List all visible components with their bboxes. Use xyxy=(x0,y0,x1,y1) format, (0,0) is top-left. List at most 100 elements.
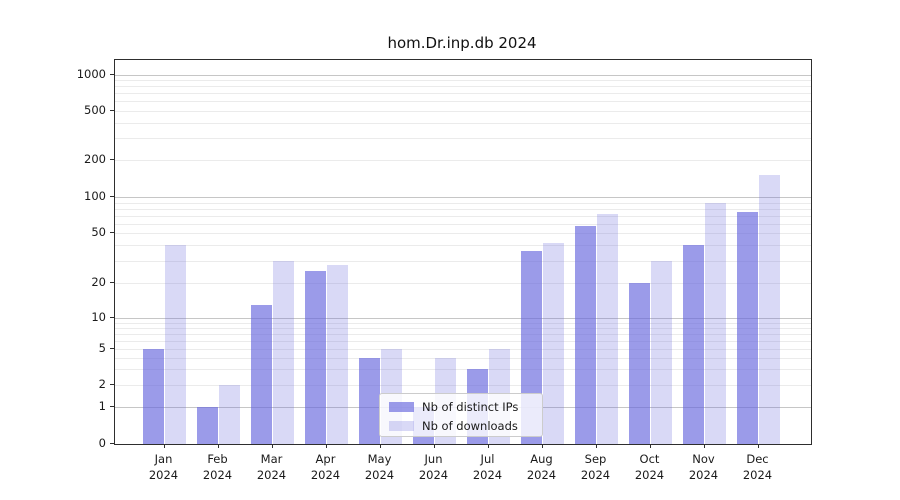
x-tick-mark xyxy=(487,444,489,448)
gridline xyxy=(115,197,811,198)
bar-sep-distinct-ips xyxy=(574,226,597,444)
y-tick-label: 1000 xyxy=(76,66,106,81)
bar-apr-distinct-ips xyxy=(304,270,327,444)
x-tick-label-dec: Dec 2024 xyxy=(742,452,773,482)
gridline xyxy=(115,260,811,262)
x-tick-label-may: May 2024 xyxy=(364,452,395,482)
x-tick-label-nov: Nov 2024 xyxy=(688,452,719,482)
gridline xyxy=(115,318,811,319)
gridline xyxy=(115,86,811,88)
y-tick-mark xyxy=(109,406,114,407)
legend-item-downloads: Nb of downloads xyxy=(380,416,542,435)
y-tick-mark xyxy=(109,317,114,318)
bar-feb-distinct-ips xyxy=(196,407,219,444)
x-tick-label-apr: Apr 2024 xyxy=(310,452,341,482)
gridline xyxy=(115,202,811,204)
gridline xyxy=(115,245,811,247)
bar-apr-downloads xyxy=(326,264,349,444)
bar-feb-downloads xyxy=(218,385,241,444)
y-tick-mark xyxy=(109,443,114,444)
y-tick-label: 20 xyxy=(91,275,106,289)
y-tick-mark xyxy=(109,159,114,160)
y-tick-label: 500 xyxy=(84,103,106,117)
y-tick-label: 2 xyxy=(98,377,106,391)
legend-label-distinct-ips: Nb of distinct IPs xyxy=(422,399,519,414)
y-tick-mark xyxy=(109,196,114,197)
y-tick-mark xyxy=(109,73,114,75)
x-tick-mark xyxy=(433,444,435,448)
bar-dec-distinct-ips xyxy=(736,211,759,444)
y-tick-mark xyxy=(109,282,114,283)
gridline xyxy=(115,322,811,324)
y-tick-label: 50 xyxy=(91,225,106,239)
gridline xyxy=(115,357,811,359)
x-tick-mark xyxy=(541,444,543,448)
y-tick-label: 10 xyxy=(91,310,106,324)
x-tick-label-feb: Feb 2024 xyxy=(202,452,233,482)
x-tick-mark xyxy=(217,444,219,448)
x-tick-label-jul: Jul 2024 xyxy=(472,452,503,482)
x-tick-mark xyxy=(163,444,165,448)
x-tick-mark xyxy=(757,444,759,448)
plot-area xyxy=(114,59,812,445)
gridline xyxy=(115,208,811,210)
x-tick-mark xyxy=(649,444,651,448)
y-tick-mark xyxy=(109,348,114,349)
gridline xyxy=(115,122,811,124)
gridline xyxy=(115,283,811,284)
x-tick-mark xyxy=(325,444,327,448)
bar-jan-distinct-ips xyxy=(142,349,165,444)
y-tick-mark xyxy=(109,232,114,233)
x-tick-label-jan: Jan 2024 xyxy=(148,452,179,482)
y-tick-label: 0 xyxy=(98,436,106,450)
legend-swatch-distinct-ips-icon xyxy=(389,401,414,412)
x-tick-mark xyxy=(595,444,597,448)
y-tick-label: 1 xyxy=(98,399,106,413)
bar-nov-distinct-ips xyxy=(682,245,705,444)
gridline xyxy=(115,74,811,76)
x-tick-mark xyxy=(379,444,381,448)
x-tick-label-sep: Sep 2024 xyxy=(580,452,611,482)
bar-sep-downloads xyxy=(596,214,619,444)
gridline xyxy=(115,101,811,103)
gridline xyxy=(115,369,811,371)
bar-nov-downloads xyxy=(704,202,727,444)
y-tick-mark xyxy=(109,384,114,385)
bar-oct-distinct-ips xyxy=(628,283,651,444)
bar-may-distinct-ips xyxy=(358,357,381,444)
gridline xyxy=(115,223,811,225)
y-tick-label: 5 xyxy=(98,341,106,355)
legend-label-downloads: Nb of downloads xyxy=(422,418,518,433)
x-tick-label-aug: Aug 2024 xyxy=(526,452,557,482)
legend: Nb of distinct IPs Nb of downloads xyxy=(379,393,543,437)
bar-aug-downloads xyxy=(542,242,565,444)
legend-swatch-downloads-icon xyxy=(389,420,414,431)
y-tick-mark xyxy=(109,110,114,111)
x-tick-label-oct: Oct 2024 xyxy=(634,452,665,482)
bar-mar-downloads xyxy=(272,260,295,444)
gridline xyxy=(115,160,811,161)
y-tick-label: 200 xyxy=(84,152,106,166)
bar-oct-downloads xyxy=(650,260,673,444)
gridline xyxy=(115,340,811,342)
legend-item-distinct-ips: Nb of distinct IPs xyxy=(380,397,542,416)
bar-mar-distinct-ips xyxy=(250,304,273,444)
y-tick-label: 100 xyxy=(84,189,106,203)
bar-jan-downloads xyxy=(164,245,187,444)
chart-title: hom.Dr.inp.db 2024 xyxy=(387,34,537,52)
x-tick-mark xyxy=(271,444,273,448)
gridline xyxy=(115,385,811,386)
gridline xyxy=(115,349,811,350)
gridline xyxy=(115,111,811,112)
x-tick-mark xyxy=(703,444,705,448)
gridline xyxy=(115,233,811,234)
x-tick-label-mar: Mar 2024 xyxy=(256,452,287,482)
x-tick-label-jun: Jun 2024 xyxy=(418,452,449,482)
gridline xyxy=(115,328,811,329)
gridline xyxy=(115,215,811,217)
bar-dec-downloads xyxy=(758,175,781,444)
gridline xyxy=(115,334,811,335)
gridline xyxy=(115,93,811,95)
gridline xyxy=(115,138,811,140)
